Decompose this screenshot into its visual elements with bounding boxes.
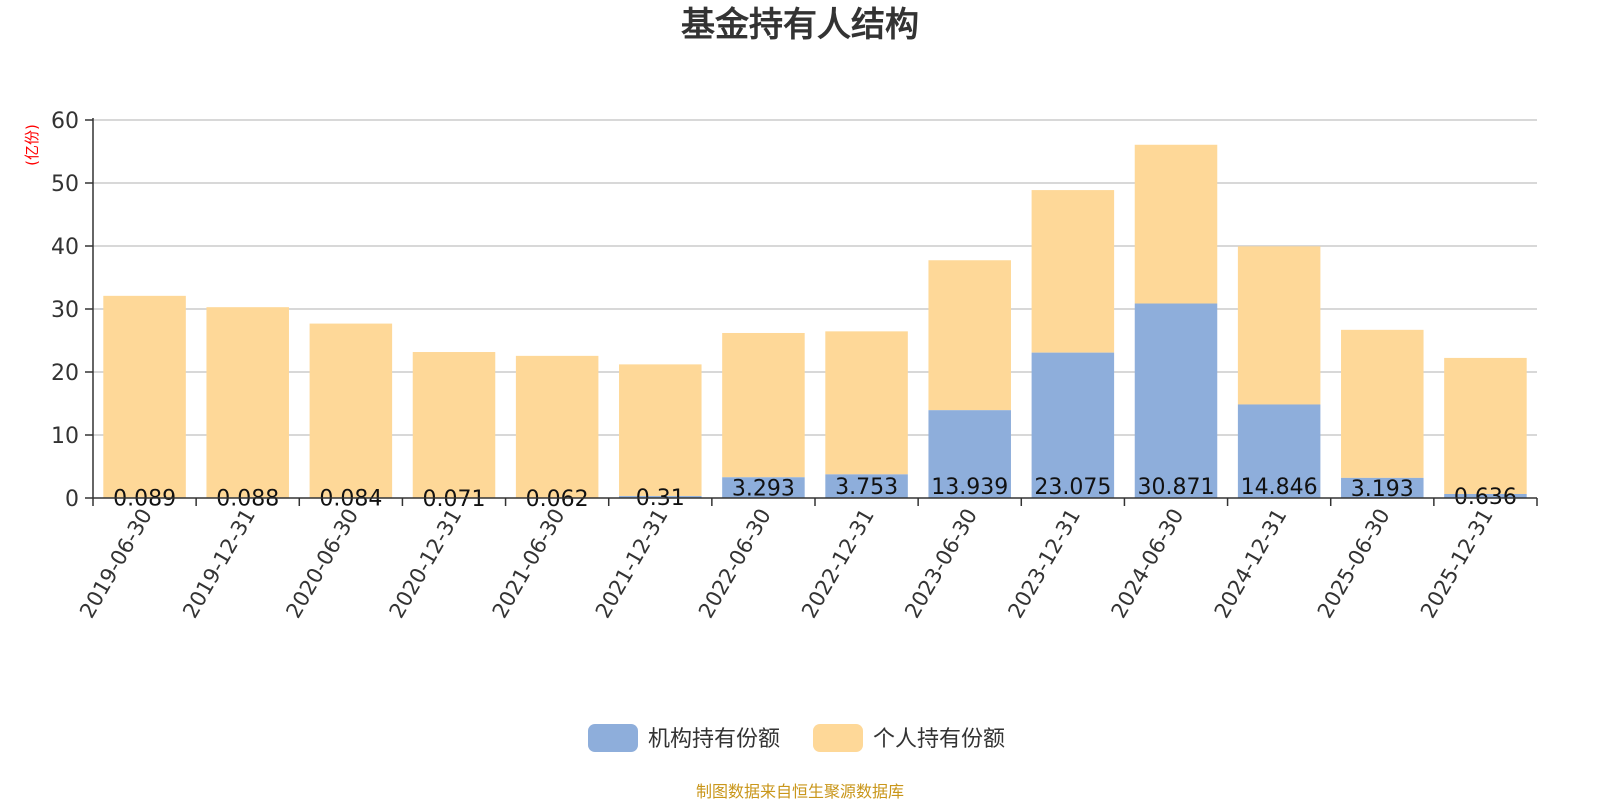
data-label: 0.089 — [113, 487, 176, 512]
bar-individual — [1031, 190, 1115, 353]
bar-individual — [825, 331, 908, 475]
y-tick-label: 50 — [51, 172, 79, 197]
bar-individual — [206, 307, 289, 498]
data-label: 3.753 — [835, 475, 898, 500]
bar-institutional — [1134, 303, 1218, 498]
bar-institutional — [619, 496, 702, 498]
x-tick-label: 2022-12-31 — [797, 505, 879, 623]
chart-title: 基金持有人结构 — [681, 5, 919, 45]
legend: 机构持有份额 个人持有份额 — [588, 724, 1005, 752]
x-tick-label: 2020-12-31 — [385, 505, 467, 623]
x-tick-label: 2020-06-30 — [281, 505, 363, 623]
x-tick-label: 2023-12-31 — [1003, 505, 1085, 623]
data-label: 23.075 — [1034, 475, 1111, 500]
bar-individual — [1444, 357, 1527, 494]
bar-individual — [309, 323, 393, 498]
x-tick-label: 2022-06-30 — [694, 505, 776, 623]
data-label: 13.939 — [931, 475, 1008, 500]
data-label: 14.846 — [1241, 475, 1318, 500]
x-tick-label: 2024-12-31 — [1210, 505, 1292, 623]
y-axis-unit: (亿份) — [23, 124, 41, 166]
x-tick-label: 2024-06-30 — [1107, 505, 1189, 623]
x-tick-label: 2025-06-30 — [1313, 505, 1395, 623]
legend-label: 个人持有份额 — [873, 727, 1005, 752]
bar-individual — [722, 332, 805, 478]
legend-label: 机构持有份额 — [648, 727, 780, 752]
bar-individual — [928, 260, 1011, 411]
legend-swatch — [813, 724, 863, 752]
bar-institutional — [928, 410, 1011, 498]
data-label: 0.062 — [526, 487, 589, 512]
bar-individual — [1341, 329, 1424, 478]
y-tick-label: 0 — [65, 487, 79, 512]
x-tick-label: 2021-06-30 — [488, 505, 570, 623]
data-label: 0.071 — [423, 487, 486, 512]
x-tick-label: 2021-12-31 — [591, 505, 673, 623]
bar-individual — [619, 364, 702, 497]
bar-institutional — [1031, 352, 1115, 498]
bar-individual — [103, 295, 186, 498]
bar-institutional — [825, 474, 908, 498]
x-tick-label: 2019-06-30 — [75, 505, 157, 623]
bar-institutional — [1237, 404, 1321, 498]
bar-individual — [1134, 144, 1218, 304]
x-tick-label: 2019-12-31 — [178, 505, 260, 623]
bars — [103, 144, 1527, 498]
y-tick-label: 20 — [51, 361, 79, 386]
bar-individual — [412, 352, 496, 498]
y-tick-label: 30 — [51, 298, 79, 323]
bar-individual — [1237, 246, 1321, 405]
bar-institutional — [1444, 493, 1527, 498]
y-tick-label: 40 — [51, 235, 79, 260]
source-note: 制图数据来自恒生聚源数据库 — [696, 782, 904, 800]
bar-individual — [515, 355, 599, 498]
y-tick-label: 10 — [51, 424, 79, 449]
bar-institutional — [722, 477, 805, 498]
x-tick-label: 2023-06-30 — [900, 505, 982, 623]
data-label: 0.084 — [319, 487, 382, 512]
data-label: 30.871 — [1138, 475, 1215, 500]
y-tick-label: 60 — [51, 109, 79, 134]
bar-institutional — [1341, 477, 1424, 498]
x-tick-label: 2025-12-31 — [1416, 505, 1498, 623]
legend-swatch — [588, 724, 638, 752]
data-label: 0.088 — [216, 487, 279, 512]
